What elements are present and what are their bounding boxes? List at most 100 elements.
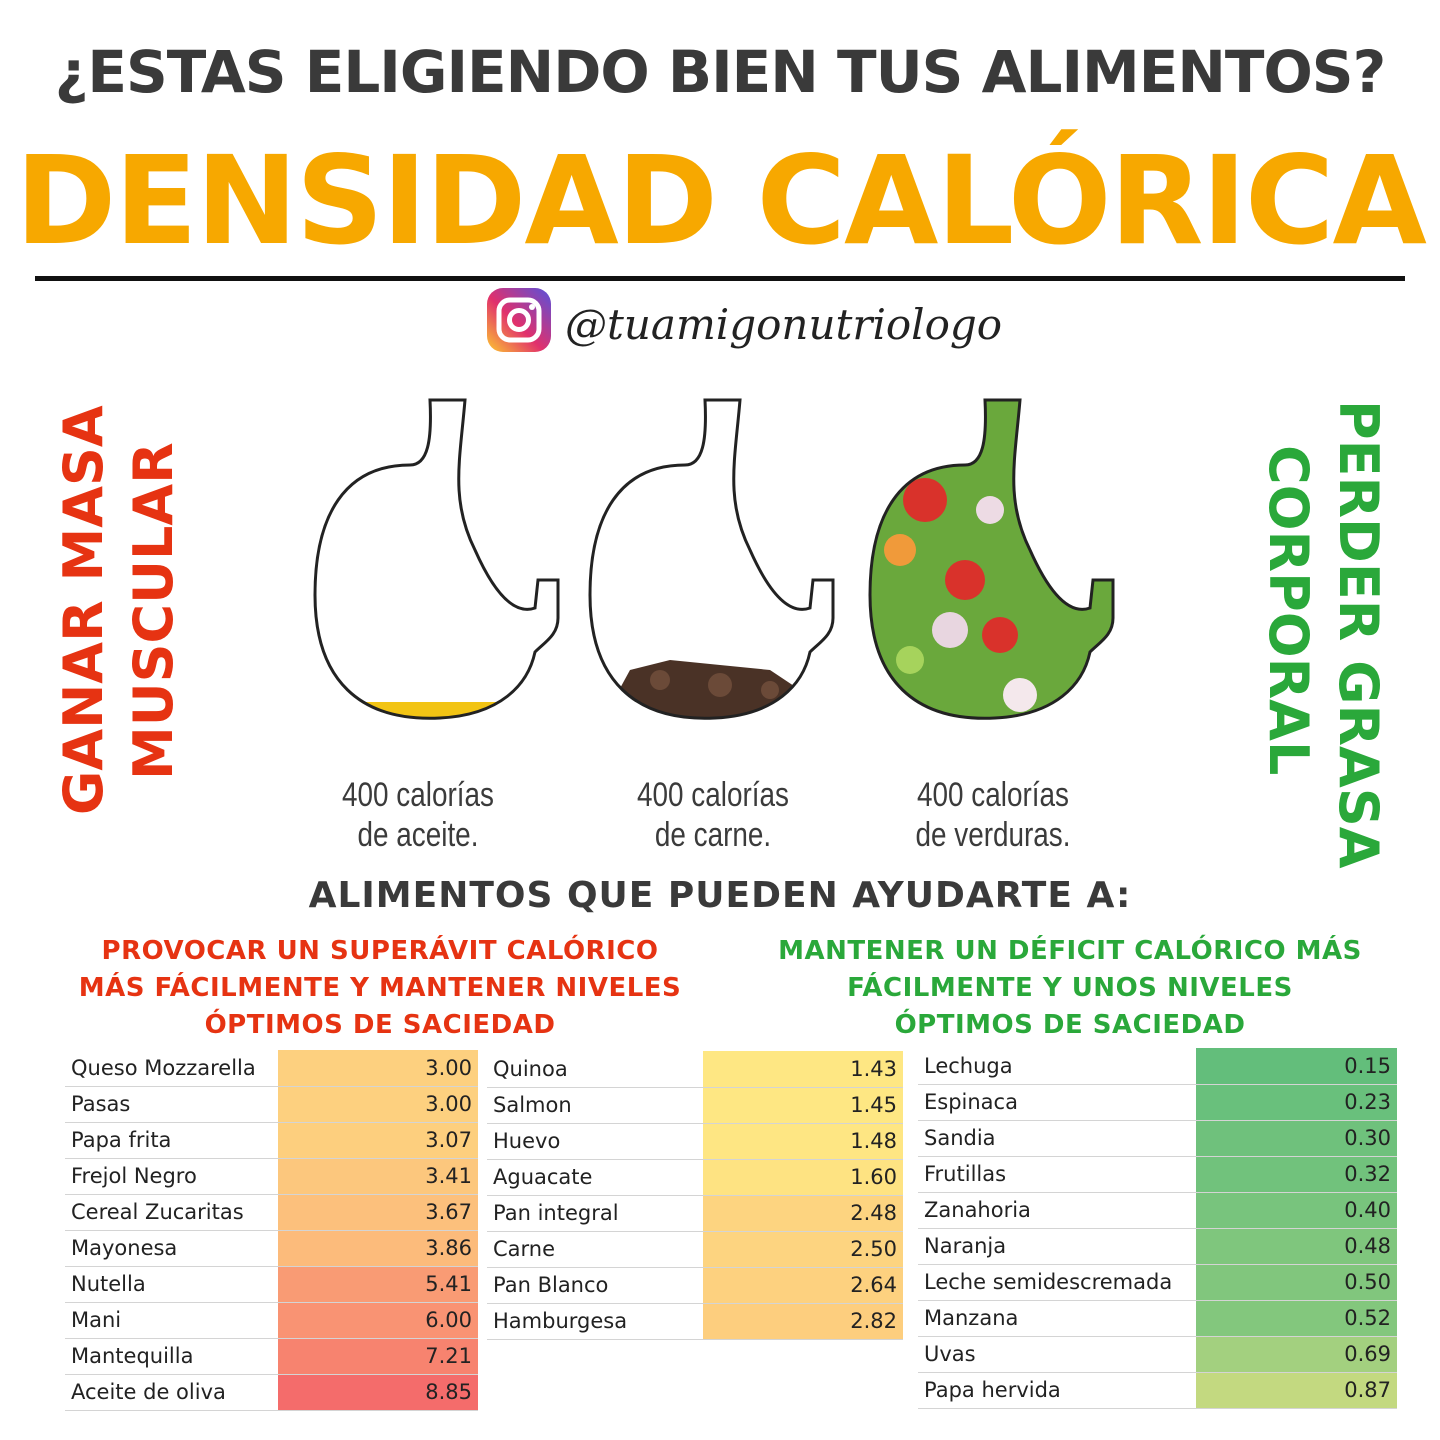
table-row: Lechuga 0.15 — [918, 1048, 1397, 1085]
table-row: Zanahoria 0.40 — [918, 1192, 1397, 1229]
table-row: Pasas 3.00 — [65, 1086, 478, 1123]
food-name: Leche semidescremada — [918, 1264, 1196, 1301]
density-value: 3.41 — [278, 1158, 478, 1195]
density-value: 3.07 — [278, 1122, 478, 1159]
stomach-label: 400 calorías de verduras. — [886, 775, 1099, 855]
table-row: Pan integral 2.48 — [487, 1195, 903, 1232]
food-name: Cereal Zucaritas — [65, 1194, 278, 1231]
density-value: 6.00 — [278, 1302, 478, 1339]
label-line: de verduras. — [915, 816, 1071, 854]
food-name: Frejol Negro — [65, 1158, 278, 1195]
table-row: Sandia 0.30 — [918, 1120, 1397, 1157]
food-name: Papa hervida — [918, 1372, 1196, 1409]
side-label: PERDER GRASA — [1327, 400, 1390, 869]
density-value: 0.87 — [1196, 1372, 1397, 1409]
food-name: Pan integral — [487, 1195, 703, 1232]
label-line: 400 calorías — [917, 776, 1069, 814]
food-name: Sandia — [918, 1120, 1196, 1157]
stomach-label: 400 calorías de carne. — [606, 775, 819, 855]
food-name: Mayonesa — [65, 1230, 278, 1267]
question: ¿ESTAS ELIGIENDO BIEN TUS ALIMENTOS? — [54, 38, 1386, 106]
table-row: Espinaca 0.23 — [918, 1084, 1397, 1121]
density-value: 7.21 — [278, 1338, 478, 1375]
density-value: 1.48 — [703, 1123, 903, 1160]
density-value: 2.48 — [703, 1195, 903, 1232]
goal-line: FÁCILMENTE Y UNOS NIVELES — [847, 973, 1293, 1003]
food-name: Huevo — [487, 1123, 703, 1160]
food-name: Hamburgesa — [487, 1303, 703, 1340]
food-table: Lechuga 0.15 Espinaca 0.23 Sandia 0.30 Frutill… — [918, 1048, 1397, 1409]
density-value: 0.69 — [1196, 1336, 1397, 1373]
table-row: Cereal Zucaritas 3.67 — [65, 1194, 478, 1231]
table-row: Papa hervida 0.87 — [918, 1372, 1397, 1409]
table-row: Frutillas 0.32 — [918, 1156, 1397, 1193]
food-name: Quinoa — [487, 1051, 703, 1088]
food-name: Naranja — [918, 1228, 1196, 1265]
density-value: 3.00 — [278, 1050, 478, 1087]
table-row: Uvas 0.69 — [918, 1336, 1397, 1373]
table-row: Mayonesa 3.86 — [65, 1230, 478, 1267]
table-row: Papa frita 3.07 — [65, 1122, 478, 1159]
subheading: ALIMENTOS QUE PUEDEN AYUDARTE A: — [308, 875, 1132, 916]
food-name: Manzana — [918, 1300, 1196, 1337]
table-row: Frejol Negro 3.41 — [65, 1158, 478, 1195]
density-value: 2.64 — [703, 1267, 903, 1304]
table-row: Nutella 5.41 — [65, 1266, 478, 1303]
food-name: Queso Mozzarella — [65, 1050, 278, 1087]
food-name: Mani — [65, 1302, 278, 1339]
table-row: Leche semidescremada 0.50 — [918, 1264, 1397, 1301]
density-value: 8.85 — [278, 1374, 478, 1411]
instagram-icon — [487, 288, 551, 352]
density-value: 0.50 — [1196, 1264, 1397, 1301]
density-value: 2.50 — [703, 1231, 903, 1268]
food-name: Espinaca — [918, 1084, 1196, 1121]
density-value: 3.00 — [278, 1086, 478, 1123]
side-label: CORPORAL — [1257, 445, 1320, 776]
density-value: 0.32 — [1196, 1156, 1397, 1193]
label-line: de carne. — [654, 816, 772, 854]
food-name: Aguacate — [487, 1159, 703, 1196]
goal-line: MÁS FÁCILMENTE Y MANTENER NIVELES — [78, 973, 682, 1003]
table-row: Pan Blanco 2.64 — [487, 1267, 903, 1304]
divider — [35, 276, 1405, 281]
food-name: Nutella — [65, 1266, 278, 1303]
density-value: 2.82 — [703, 1303, 903, 1340]
table-row: Manzana 0.52 — [918, 1300, 1397, 1337]
table-row: Hamburgesa 2.82 — [487, 1303, 903, 1340]
food-name: Aceite de oliva — [65, 1374, 278, 1411]
food-table: Quinoa 1.43 Salmon 1.45 Huevo 1.48 Aguacate 1.6… — [487, 1051, 903, 1340]
goal: PROVOCAR UN SUPERÁVIT CALÓRICO MÁS FÁCILM… — [20, 933, 740, 1044]
density-value: 1.45 — [703, 1087, 903, 1124]
table-row: Mantequilla 7.21 — [65, 1338, 478, 1375]
goal-line: PROVOCAR UN SUPERÁVIT CALÓRICO — [101, 936, 659, 966]
density-value: 0.23 — [1196, 1084, 1397, 1121]
goal-line: ÓPTIMOS DE SACIEDAD — [204, 1010, 556, 1040]
food-name: Salmon — [487, 1087, 703, 1124]
density-value: 1.43 — [703, 1051, 903, 1088]
food-name: Pan Blanco — [487, 1267, 703, 1304]
food-name: Zanahoria — [918, 1192, 1196, 1229]
table-row: Aceite de oliva 8.85 — [65, 1374, 478, 1411]
food-table: Queso Mozzarella 3.00 Pasas 3.00 Papa frita 3… — [65, 1050, 478, 1411]
food-name: Uvas — [918, 1336, 1196, 1373]
label-line: 400 calorías — [342, 776, 494, 814]
density-value: 0.48 — [1196, 1228, 1397, 1265]
table-row: Queso Mozzarella 3.00 — [65, 1050, 478, 1087]
goal-line: MANTENER UN DÉFICIT CALÓRICO MÁS — [778, 936, 1362, 966]
goal-line: ÓPTIMOS DE SACIEDAD — [894, 1010, 1246, 1040]
food-name: Papa frita — [65, 1122, 278, 1159]
table-row: Salmon 1.45 — [487, 1087, 903, 1124]
stomach-label: 400 calorías de aceite. — [311, 775, 524, 855]
density-value: 0.30 — [1196, 1120, 1397, 1157]
density-value: 3.67 — [278, 1194, 478, 1231]
density-value: 0.52 — [1196, 1300, 1397, 1337]
label-line: de aceite. — [357, 816, 479, 854]
table-row: Naranja 0.48 — [918, 1228, 1397, 1265]
density-value: 5.41 — [278, 1266, 478, 1303]
table-row: Carne 2.50 — [487, 1231, 903, 1268]
table-row: Quinoa 1.43 — [487, 1051, 903, 1088]
title: DENSIDAD CALÓRICA — [15, 130, 1427, 272]
food-name: Frutillas — [918, 1156, 1196, 1193]
stomachs — [313, 398, 1115, 720]
